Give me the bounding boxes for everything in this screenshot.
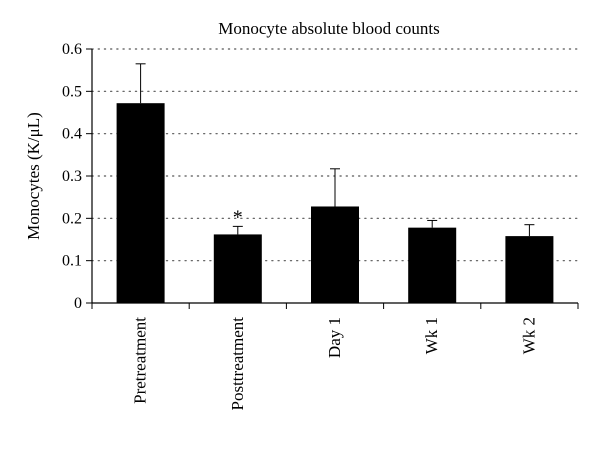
axes <box>86 48 579 309</box>
bar-wk-1 <box>408 227 457 303</box>
x-tick-label: Day 1 <box>325 317 344 358</box>
y-tick-label: 0 <box>74 295 82 312</box>
x-tick-label: Wk 2 <box>519 317 538 354</box>
y-tick-label: 0.1 <box>62 253 82 270</box>
y-tick-label: 0.6 <box>62 41 82 58</box>
y-tick-label: 0.5 <box>62 83 82 100</box>
bar-day-1 <box>311 206 359 303</box>
x-tick-label: Wk 1 <box>422 317 441 354</box>
chart-title: Monocyte absolute blood counts <box>218 19 439 38</box>
bar-posttreatment <box>213 234 262 303</box>
significance-marker: * <box>233 206 243 228</box>
tick-labels: 0 0.1 0.2 0.3 0.4 0.5 0.6 Pretreatment Posttreat… <box>62 41 538 410</box>
x-tick-label: Posttreatment <box>228 317 247 411</box>
bar-wk-2 <box>505 236 554 303</box>
y-tick-label: 0.3 <box>62 168 82 185</box>
y-tick-label: 0.4 <box>62 126 82 143</box>
y-axis-label: Monocytes (K/μL) <box>24 112 43 240</box>
bar-pretreatment <box>116 103 165 303</box>
x-tick-label: Pretreatment <box>131 317 150 404</box>
bars <box>116 63 554 303</box>
y-tick-label: 0.2 <box>62 210 82 227</box>
